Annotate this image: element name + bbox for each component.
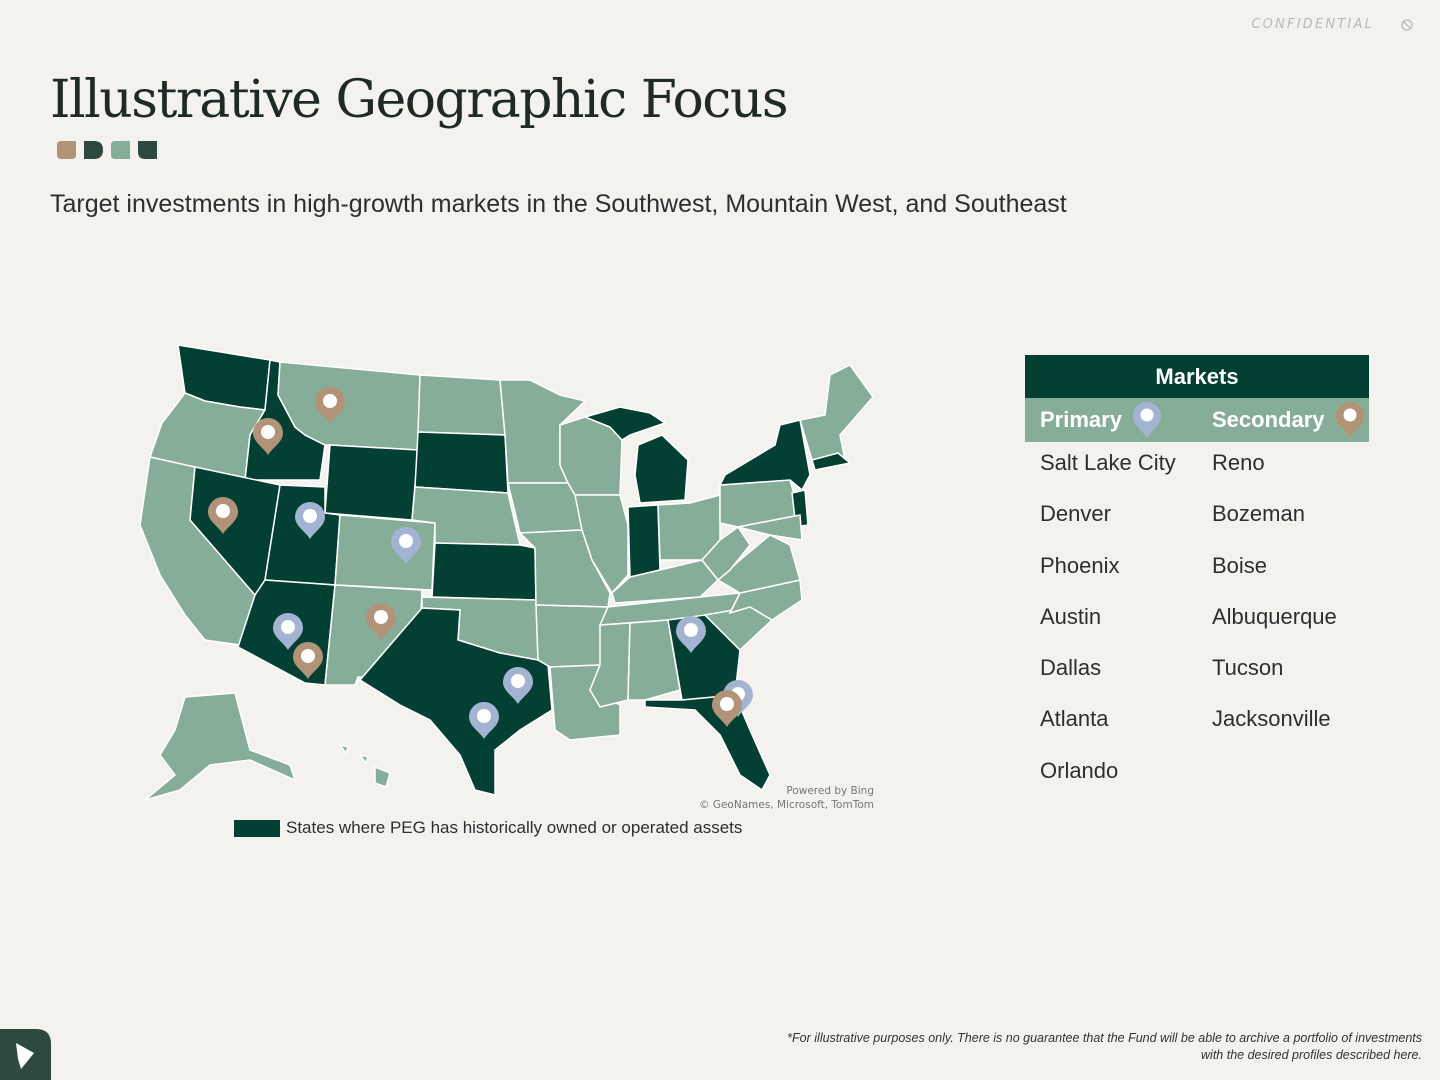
secondary-market-pin-icon <box>293 642 323 679</box>
state-texas <box>358 607 553 796</box>
primary-city: Phoenix <box>1040 552 1120 578</box>
no-distribution-icon <box>1401 19 1413 31</box>
state-kansas <box>431 542 537 601</box>
secondary-label: Secondary <box>1212 407 1325 432</box>
primary-market-pin-icon <box>469 702 499 739</box>
secondary-city: Boise <box>1212 552 1268 578</box>
state-new-york <box>718 419 811 492</box>
map-pin-icon <box>1335 402 1364 438</box>
state-indiana <box>627 504 661 578</box>
leaf-icon <box>84 141 103 159</box>
page-subtitle: Target investments in high-growth market… <box>50 190 1067 218</box>
primary-city: Dallas <box>1040 655 1102 681</box>
state-alaska <box>144 692 297 801</box>
state-michigan <box>634 434 689 504</box>
secondary-city: Bozeman <box>1212 501 1305 527</box>
markets-table: Markets Primary Secondary Salt Lake City… <box>1025 355 1369 807</box>
state-arkansas <box>535 604 609 668</box>
attribution-line: © GeoNames, Microsoft, TomTom <box>698 799 874 811</box>
state-north-dakota <box>417 374 506 436</box>
state-south-dakota <box>414 431 509 494</box>
primary-city: Denver <box>1040 501 1111 527</box>
footnote-line: *For illustrative purposes only. There i… <box>787 1031 1422 1045</box>
state-florida <box>644 694 771 792</box>
state-illinois <box>574 494 629 595</box>
map-attribution: Powered by Bing © GeoNames, Microsoft, T… <box>660 784 874 812</box>
state-colorado <box>334 514 436 591</box>
primary-market-pin-icon <box>391 527 421 564</box>
state-hawaii <box>338 743 391 788</box>
secondary-city: Tucson <box>1212 655 1284 681</box>
state-alabama <box>627 619 681 701</box>
legend-swatch <box>234 819 280 837</box>
state-maryland <box>737 514 803 541</box>
attribution-line: Powered by Bing <box>786 785 874 797</box>
legend-label: States where PEG has historically owned … <box>286 818 743 837</box>
primary-city: Atlanta <box>1040 706 1109 732</box>
map-pin-icon <box>1132 402 1161 438</box>
primary-market-pin-icon <box>295 502 325 539</box>
secondary-market-pin-icon <box>315 387 345 424</box>
primary-city: Orlando <box>1040 757 1119 783</box>
markets-subheader: Primary Secondary <box>1025 398 1369 442</box>
decorative-leaves <box>57 141 157 159</box>
primary-market-pin-icon <box>676 616 706 653</box>
secondary-city: Albuquerque <box>1212 603 1337 629</box>
secondary-city: Jacksonville <box>1212 706 1331 732</box>
leaf-icon <box>138 141 157 159</box>
us-map <box>139 344 874 801</box>
state-michigan-upper <box>582 406 667 441</box>
alaska-hawaii <box>144 692 391 801</box>
primary-label: Primary <box>1040 407 1122 432</box>
markets-title: Markets <box>1025 355 1369 398</box>
page-title: Illustrative Geographic Focus <box>50 70 789 130</box>
state-virginia <box>716 534 801 594</box>
confidential-label: CONFIDENTIAL <box>1251 17 1374 32</box>
markets-body: Salt Lake City Denver Phoenix Austin Dal… <box>1025 442 1369 807</box>
secondary-market-pin-icon <box>208 497 238 534</box>
primary-city: Austin <box>1040 603 1102 629</box>
primary-market-pin-icon <box>273 613 303 650</box>
footnote-line: with the desired profiles described here… <box>1201 1048 1422 1062</box>
state-wyoming <box>324 444 419 521</box>
state-massachusetts <box>811 452 852 471</box>
state-iowa <box>507 482 583 534</box>
map-legend: States where PEG has historically owned … <box>234 818 742 838</box>
primary-header: Primary <box>1025 398 1197 442</box>
secondary-header: Secondary <box>1197 398 1369 442</box>
continental-us <box>139 344 874 796</box>
secondary-column: Reno Bozeman Boise Albuquerque Tucson Ja… <box>1197 448 1369 807</box>
primary-column: Salt Lake City Denver Phoenix Austin Dal… <box>1025 448 1197 807</box>
secondary-market-pin-icon <box>366 603 396 640</box>
leaf-icon <box>57 141 76 159</box>
secondary-city: Reno <box>1212 450 1265 475</box>
secondary-market-pin-icon <box>253 418 283 455</box>
primary-city: Salt Lake City <box>1040 450 1176 475</box>
corner-logo-icon <box>0 1029 51 1080</box>
state-west-virginia <box>701 525 751 582</box>
footnote: *For illustrative purposes only. There i… <box>702 1030 1422 1064</box>
leaf-icon <box>111 141 130 159</box>
secondary-market-pin-icon <box>712 690 742 727</box>
primary-market-pin-icon <box>503 667 533 704</box>
market-pins <box>208 387 753 739</box>
